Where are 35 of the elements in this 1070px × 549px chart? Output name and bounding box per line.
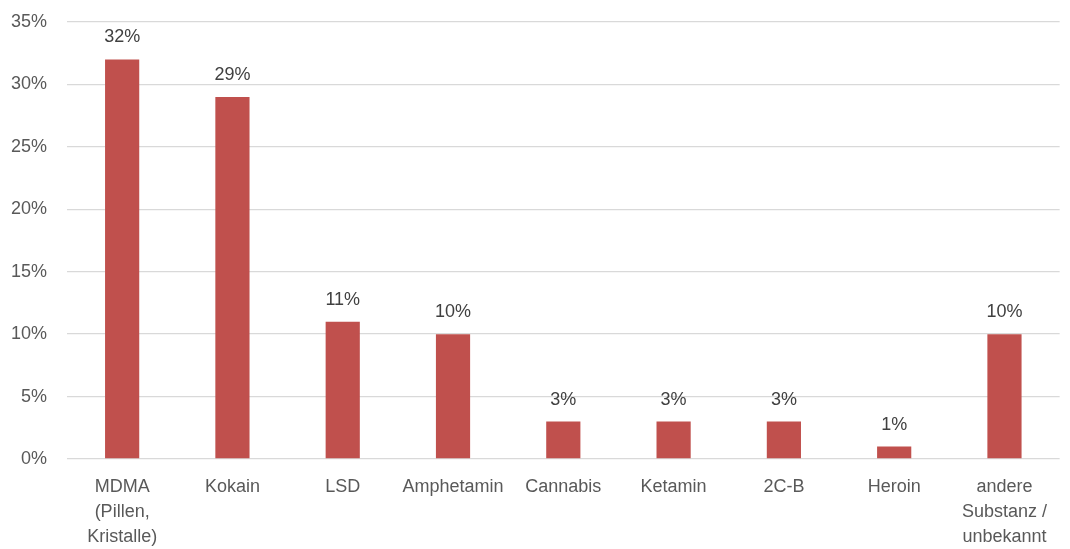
bar [325, 321, 360, 459]
data-label: 32% [104, 26, 141, 47]
x-tick-label: Amphetamin [402, 475, 504, 496]
y-tick-label: 35% [10, 10, 47, 31]
data-label: 1% [881, 413, 908, 434]
bar [987, 334, 1022, 459]
y-tick-label: 15% [10, 260, 47, 281]
y-tick-label: 10% [10, 323, 47, 344]
x-tick-label: Heroin [867, 475, 921, 496]
x-tick-label: Cannabis [525, 475, 602, 496]
bar [877, 446, 912, 459]
bar [215, 96, 250, 459]
bar [766, 421, 801, 459]
data-label: 10% [986, 301, 1023, 322]
x-tick-label: andere Substanz / unbekannt [961, 475, 1048, 546]
data-label: 29% [214, 63, 251, 84]
x-tick-label: LSD [325, 475, 361, 496]
y-tick-label: 0% [20, 447, 47, 468]
data-label: 3% [770, 388, 797, 409]
y-tick-label: 5% [20, 385, 47, 406]
x-tick-label: 2C-B [763, 475, 805, 496]
bar [546, 421, 581, 459]
x-tick-label: Kokain [204, 475, 260, 496]
y-tick-label: 30% [10, 73, 47, 94]
x-tick-label: MDMA (Pillen, Kristalle) [87, 475, 158, 546]
data-label: 11% [325, 288, 361, 309]
y-tick-label: 20% [10, 198, 47, 219]
x-tick-label: Ketamin [640, 475, 707, 496]
bar [105, 59, 140, 459]
data-label: 3% [660, 388, 687, 409]
y-tick-label: 25% [10, 135, 47, 156]
bar [435, 334, 471, 459]
bar [656, 421, 691, 459]
data-label: 3% [550, 388, 577, 409]
data-label: 10% [435, 301, 472, 322]
